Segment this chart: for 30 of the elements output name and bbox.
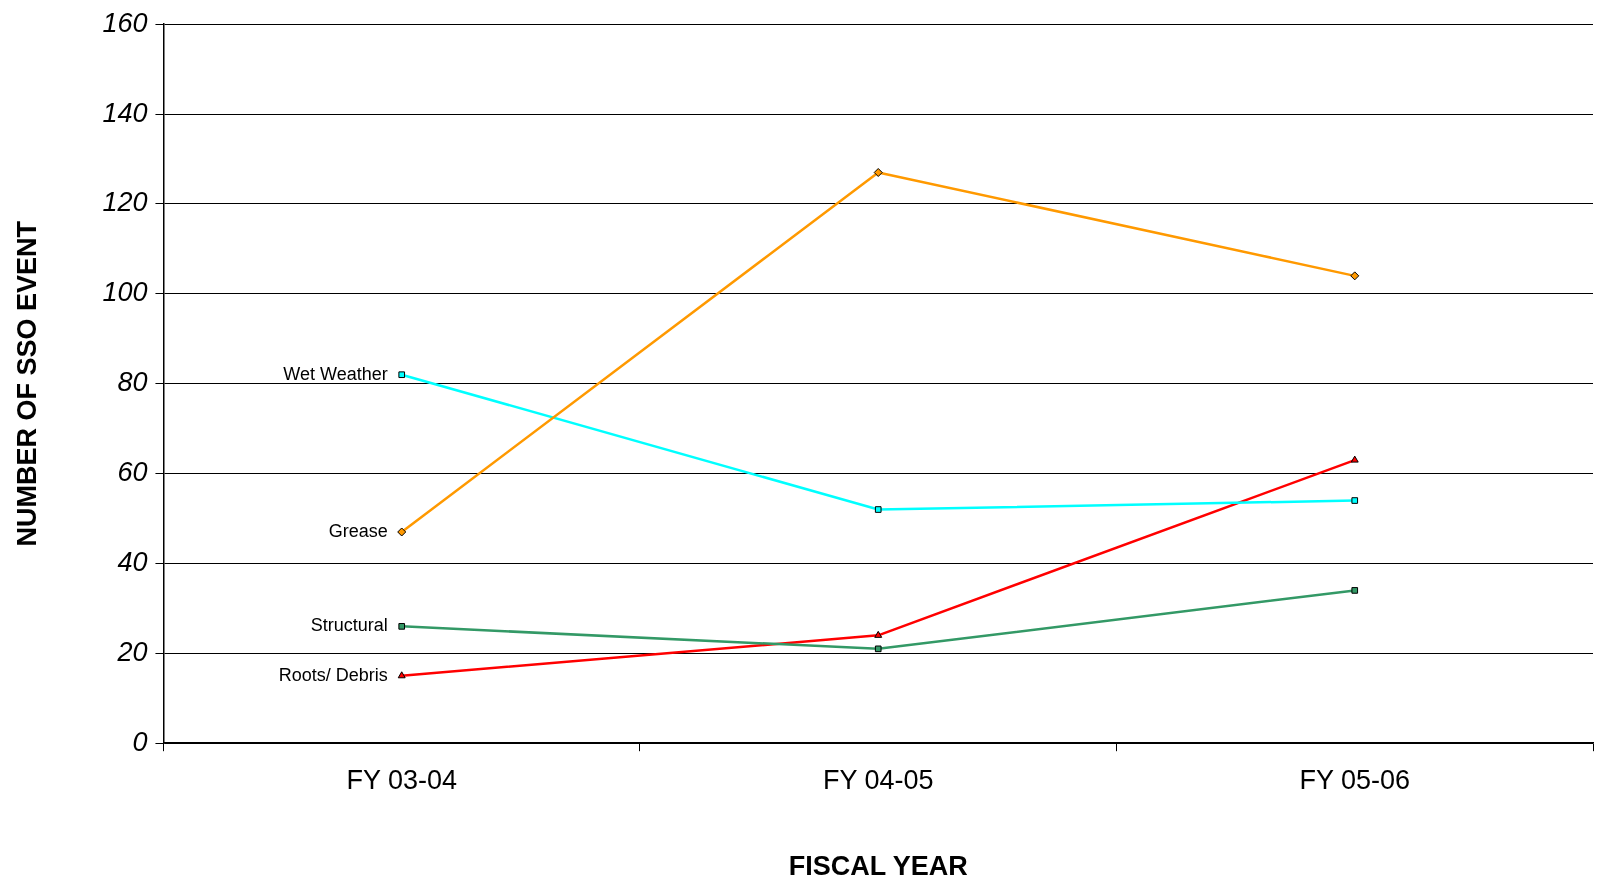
point [874,630,883,638]
point [398,371,406,379]
series-label: Wet Weather [283,363,388,384]
x-tick-label: FY 03-04 [346,764,457,795]
point [1350,455,1359,463]
x-tick-label: FY 05-06 [1299,764,1411,795]
point [397,671,406,679]
x-tick-label: FY 04-05 [822,764,934,795]
x-axis-title: FISCAL YEAR [788,851,968,882]
y-tick-label: 160 [102,7,148,38]
point [398,623,406,630]
y-tick-label: 0 [132,726,148,757]
y-tick-label: 140 [102,97,148,128]
point [1351,497,1359,504]
series-label: Grease [328,520,388,541]
y-tick-label: 100 [102,277,148,308]
point [397,527,407,537]
point [1350,271,1360,281]
y-tick-label: 40 [117,546,148,577]
y-tick-label: 60 [117,457,148,488]
y-axis-title: NUMBER OF SSO EVENT [11,220,42,547]
y-tick-label: 120 [102,187,148,218]
y-tick-label: 80 [117,367,148,398]
point [874,506,882,513]
series-label: Structural [310,615,388,636]
point [873,167,883,177]
point [874,645,882,653]
series-label: Roots/ Debris [278,664,388,685]
y-tick-label: 20 [116,636,148,667]
point [1351,587,1359,594]
